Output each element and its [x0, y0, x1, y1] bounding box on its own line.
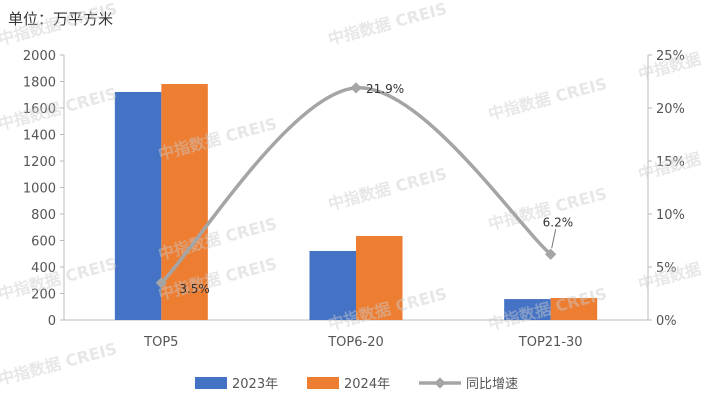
category-label: TOP21-30: [518, 335, 583, 350]
data-label: 3.5%: [179, 282, 210, 296]
left-tick-label: 1400: [23, 129, 56, 144]
bar-2024年: [550, 298, 598, 320]
watermark: 中指数据 CREIS: [326, 164, 449, 214]
right-tick-label: 15%: [656, 155, 685, 170]
left-tick-label: 2000: [23, 49, 56, 64]
watermark: 中指数据 CREIS: [636, 244, 706, 294]
watermark: 中指数据 CREIS: [486, 74, 609, 124]
legend-swatch: [195, 377, 227, 389]
bar-2024年: [356, 235, 403, 320]
label-leader-line: [551, 229, 557, 249]
left-tick-label: 600: [31, 235, 56, 250]
right-tick-label: 20%: [656, 102, 685, 117]
watermark: 中指数据 CREIS: [636, 134, 706, 184]
bar-2023年: [114, 91, 162, 320]
left-tick-label: 1000: [23, 182, 56, 197]
watermark: 中指数据 CREIS: [326, 0, 449, 49]
bar-2023年: [309, 250, 356, 320]
category-label: TOP5: [143, 335, 178, 350]
legend-marker: [434, 377, 446, 389]
watermark: 中指数据 CREIS: [0, 84, 119, 134]
watermark: 中指数据 CREIS: [0, 339, 119, 389]
watermark: 中指数据 CREIS: [636, 34, 706, 84]
legend-swatch: [307, 377, 339, 389]
legend-label: 2024年: [344, 377, 390, 392]
category-label: TOP6-20: [327, 335, 384, 350]
left-tick-label: 400: [31, 261, 56, 276]
growth-marker: [155, 277, 167, 289]
left-tick-label: 1600: [23, 102, 56, 117]
right-tick-label: 10%: [656, 208, 685, 223]
unit-label: 单位：万平方米: [8, 10, 114, 28]
left-tick-label: 0: [48, 314, 56, 329]
left-tick-label: 1200: [23, 155, 56, 170]
bar-2024年: [161, 84, 208, 320]
legend-label: 2023年: [232, 377, 278, 392]
bar-2023年: [504, 299, 551, 320]
legend-label: 同比增速: [466, 377, 518, 392]
growth-marker: [350, 82, 362, 94]
left-tick-label: 200: [31, 288, 56, 303]
left-tick-label: 1800: [23, 76, 56, 91]
watermark: 中指数据 CREIS: [0, 254, 119, 304]
data-label: 21.9%: [366, 82, 404, 96]
watermark: 中指数据 CREIS: [0, 0, 119, 49]
right-tick-label: 5%: [656, 261, 677, 276]
growth-marker: [545, 248, 557, 260]
data-label: 6.2%: [543, 215, 574, 229]
right-tick-label: 0%: [656, 314, 677, 329]
left-tick-label: 800: [31, 208, 56, 223]
right-tick-label: 25%: [656, 49, 685, 64]
